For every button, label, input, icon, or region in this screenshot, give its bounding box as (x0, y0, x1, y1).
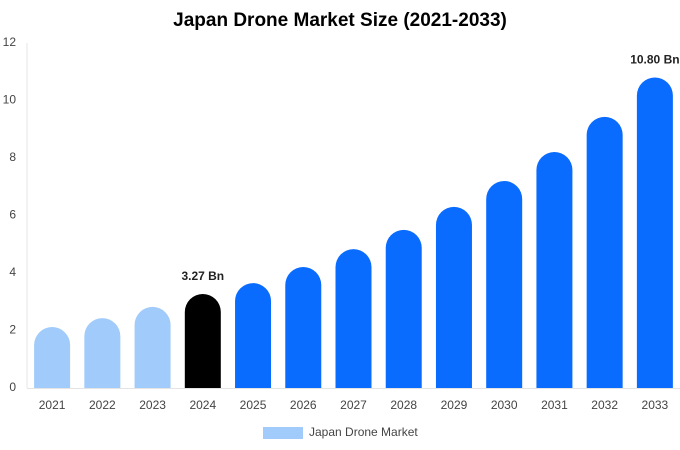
x-tick-label: 2030 (491, 398, 518, 412)
bar (184, 293, 221, 388)
y-tick-label: 6 (9, 208, 16, 222)
bar (335, 249, 372, 388)
value-label: 3.27 Bn (181, 269, 224, 283)
bar (636, 77, 673, 389)
x-tick-label: 2032 (591, 398, 618, 412)
bar (486, 181, 523, 388)
bar (435, 206, 472, 388)
legend-label: Japan Drone Market (309, 425, 418, 439)
x-tick-label: 2028 (390, 398, 417, 412)
bar (536, 151, 573, 388)
bar (235, 283, 272, 388)
x-tick-label: 2027 (340, 398, 367, 412)
value-label: 10.80 Bn (630, 53, 679, 67)
x-tick-label: 2031 (541, 398, 568, 412)
x-tick-label: 2029 (441, 398, 468, 412)
bar (34, 327, 71, 388)
x-tick-label: 2023 (139, 398, 166, 412)
y-tick-label: 8 (9, 150, 16, 164)
bar (285, 266, 322, 388)
y-tick-label: 10 (3, 93, 17, 107)
x-tick-label: 2026 (290, 398, 317, 412)
bar (385, 229, 422, 388)
chart-title: Japan Drone Market Size (2021-2033) (173, 10, 507, 31)
bar (134, 306, 171, 388)
x-tick-label: 2024 (189, 398, 216, 412)
x-tick-label: 2033 (642, 398, 669, 412)
legend-swatch (263, 427, 303, 439)
x-tick-label: 2021 (39, 398, 66, 412)
y-tick-label: 12 (3, 35, 17, 49)
x-tick-label: 2022 (89, 398, 116, 412)
y-tick-label: 2 (9, 323, 16, 337)
bar (84, 318, 121, 388)
y-tick-label: 0 (9, 380, 16, 394)
y-tick-label: 4 (9, 265, 16, 279)
bar (586, 116, 623, 388)
x-tick-label: 2025 (240, 398, 267, 412)
